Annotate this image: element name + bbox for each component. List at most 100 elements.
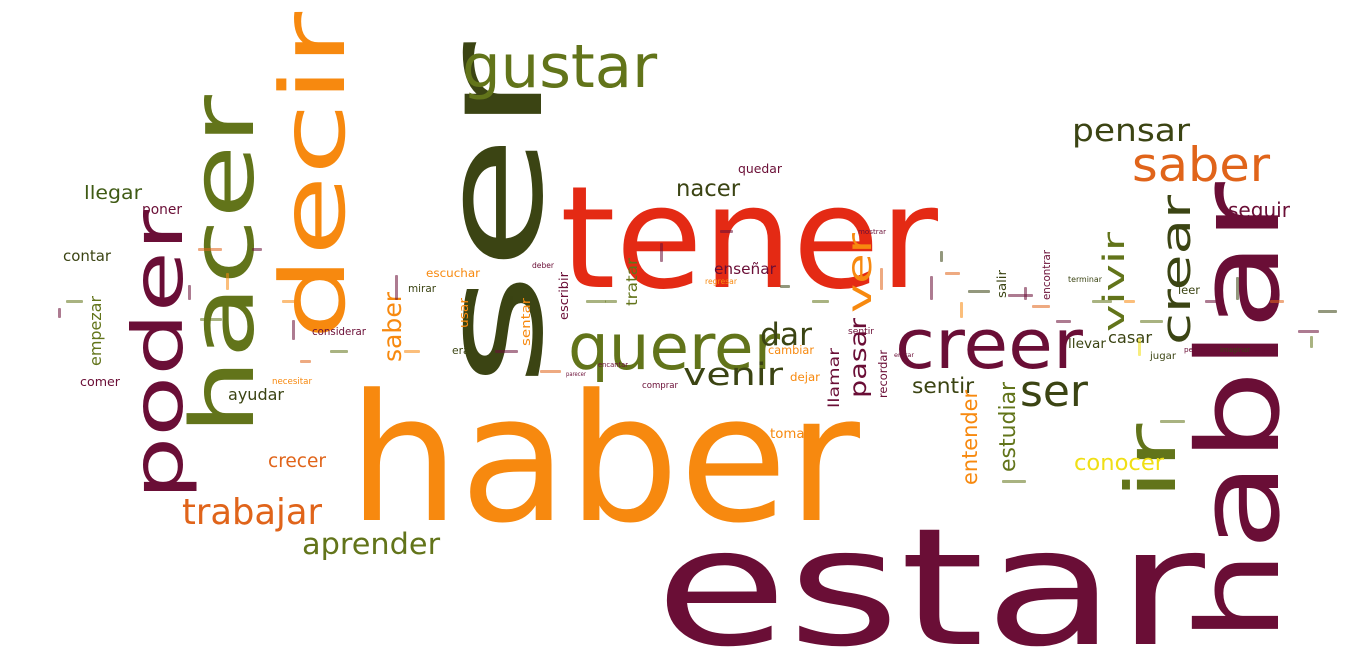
word-ser-15: ser <box>1020 366 1088 417</box>
word-dar-19: dar <box>760 317 812 353</box>
word-comer-43: comer <box>80 374 120 389</box>
word-usar-50: usar <box>456 297 471 328</box>
word-crear-14: crear <box>1154 194 1200 345</box>
filler-word-42 <box>960 302 963 318</box>
word-llamar-35: llamar <box>826 347 843 408</box>
filler-word-35 <box>1056 320 1071 323</box>
word-mirar-53: mirar <box>408 283 436 295</box>
word-ayudar-32: ayudar <box>228 385 285 404</box>
word-trabajar-20: trabajar <box>182 492 322 533</box>
filler-word-11 <box>495 350 518 353</box>
filler-word-27 <box>1236 277 1239 300</box>
filler-word-17 <box>812 300 829 303</box>
filler-word-32 <box>252 248 262 251</box>
word-querer-11: querer <box>568 311 781 384</box>
filler-word-5 <box>282 300 295 303</box>
word-entrar-68: entrar <box>894 351 914 359</box>
word-estudiar-26: estudiar <box>996 381 1021 472</box>
word-conocer-28: conocer <box>1074 450 1165 476</box>
filler-word-20 <box>968 290 990 293</box>
word-llevar-38: llevar <box>1068 336 1107 352</box>
word-saber-22: saber <box>378 291 407 362</box>
word-ensenar-34: enseñar <box>714 260 776 278</box>
word-jugar-40: jugar <box>1150 351 1177 362</box>
word-hablar-4: hablar <box>1173 182 1305 643</box>
word-recordar-48: recordar <box>876 349 890 398</box>
filler-word-16 <box>780 285 790 288</box>
filler-word-39 <box>940 251 943 262</box>
word-sentir-25: sentir <box>912 374 975 399</box>
word-empezar-30: empezar <box>86 295 105 366</box>
filler-word-28 <box>1270 300 1284 303</box>
filler-word-24 <box>1138 338 1141 356</box>
filler-word-40 <box>1032 305 1050 308</box>
filler-word-31 <box>1318 310 1337 313</box>
filler-word-12 <box>510 296 513 310</box>
word-tener-2: tener <box>560 156 938 321</box>
word-comprar-59: comprar <box>642 381 679 391</box>
word-encontrar-56: encontrar <box>1041 250 1053 300</box>
filler-word-19 <box>945 272 960 275</box>
filler-word-23 <box>1124 300 1135 303</box>
filler-word-7 <box>300 360 311 363</box>
word-sentir-58: sentir <box>848 327 875 337</box>
word-cambiar-47: cambiar <box>768 344 814 357</box>
word-vivir-18: vivir <box>1097 232 1131 332</box>
word-contar-42: contar <box>63 248 112 265</box>
word-erar-55: erar <box>452 344 475 357</box>
word-ver-16: ver <box>840 233 879 313</box>
word-leer-39: leer <box>1178 283 1201 297</box>
word-decir-5: decir <box>262 11 366 340</box>
filler-word-30 <box>1310 336 1313 348</box>
word-casar-37: casar <box>1108 328 1152 347</box>
word-seguir-29: seguir <box>1228 198 1290 222</box>
filler-word-10 <box>404 350 420 353</box>
filler-word-38 <box>586 300 606 303</box>
word-dejar-46: dejar <box>790 370 821 384</box>
word-perder-65: perder <box>1184 345 1209 354</box>
word-aprender-21: aprender <box>302 527 441 561</box>
word-quedar-44: quedar <box>738 161 782 176</box>
word-saber-12: saber <box>1132 138 1271 193</box>
filler-word-3 <box>188 285 191 300</box>
filler-word-13 <box>540 370 561 373</box>
filler-word-1 <box>66 300 83 303</box>
filler-word-34 <box>1002 480 1026 483</box>
filler-word-14 <box>605 300 617 303</box>
word-terminar-63: terminar <box>1068 275 1103 284</box>
word-morir-66: morir <box>1254 347 1275 356</box>
word-gustar-9: gustar <box>462 32 658 102</box>
filler-word-33 <box>226 273 229 290</box>
word-pensar-13: pensar <box>1072 113 1191 149</box>
word-poner-41: poner <box>142 202 183 218</box>
filler-word-9 <box>395 275 398 300</box>
word-estar-1: estar <box>655 494 1205 668</box>
word-crecer-33: crecer <box>268 451 327 472</box>
filler-word-41 <box>1008 294 1033 297</box>
word-necesitar-69: necesitar <box>272 377 313 387</box>
filler-word-29 <box>1298 330 1319 333</box>
word-llegar-31: llegar <box>84 182 142 204</box>
filler-word-6 <box>292 320 295 340</box>
word-deber-60: deber <box>532 261 555 270</box>
word-salir-57: salir <box>994 269 1009 298</box>
word-tomar-45: tomar <box>770 427 811 442</box>
filler-word-4 <box>200 318 222 321</box>
filler-word-0 <box>58 308 61 318</box>
word-creer-10: creer <box>895 306 1083 385</box>
filler-word-18 <box>930 276 933 300</box>
word-escuchar-49: escuchar <box>426 266 481 280</box>
word-imaginar-64: imaginar <box>1220 346 1250 354</box>
filler-word-36 <box>880 268 883 290</box>
filler-word-2 <box>198 248 222 251</box>
filler-word-25 <box>1160 420 1185 423</box>
word-nacer-24: nacer <box>676 176 741 202</box>
filler-word-8 <box>330 350 348 353</box>
filler-word-15 <box>660 243 663 262</box>
filler-word-22 <box>1092 300 1112 303</box>
word-regresar-62: regresar <box>705 277 738 286</box>
word-mostrar-70: mostrar <box>858 227 887 236</box>
word-poder-7: poder <box>119 210 199 500</box>
word-parecer-67: parecer <box>566 371 587 378</box>
